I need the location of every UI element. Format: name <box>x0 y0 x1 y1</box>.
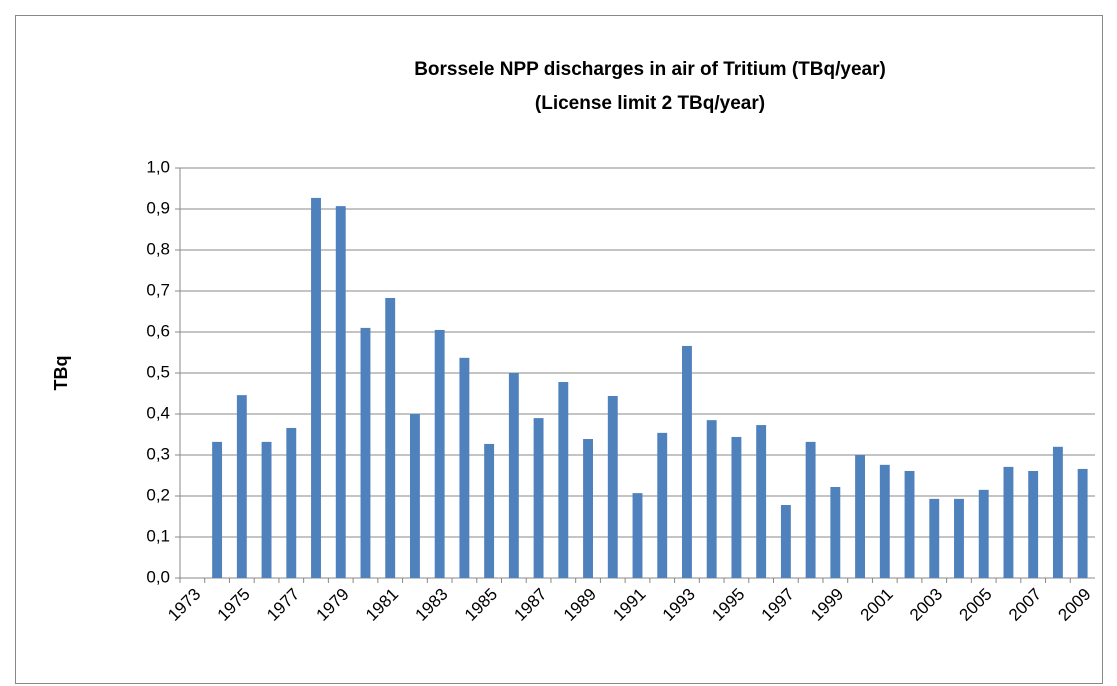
bar <box>360 327 371 578</box>
bar <box>236 395 247 578</box>
y-axis-title: TBq <box>51 356 71 391</box>
bar <box>212 441 223 578</box>
bar <box>261 441 272 578</box>
bar <box>286 427 297 578</box>
y-tick-label: 0,1 <box>146 526 170 545</box>
y-tick-label: 0,5 <box>146 362 170 381</box>
y-tick-label: 0,7 <box>146 280 170 299</box>
bar <box>632 493 643 578</box>
bar <box>929 498 940 578</box>
bar <box>385 297 396 578</box>
bar <box>855 455 866 578</box>
bar <box>1077 468 1088 578</box>
bar <box>1052 446 1063 578</box>
bar <box>780 505 791 578</box>
y-tick-label: 0,9 <box>146 198 170 217</box>
bar <box>1028 470 1039 578</box>
y-tick-label: 0,3 <box>146 444 170 463</box>
bar <box>508 373 519 578</box>
bar <box>335 206 346 578</box>
y-tick-label: 1,0 <box>146 157 170 176</box>
y-tick-label: 0,4 <box>146 403 170 422</box>
y-tick-label: 0,2 <box>146 485 170 504</box>
bar <box>607 395 618 578</box>
bar <box>1003 466 1014 578</box>
bar <box>978 489 989 578</box>
bar <box>409 414 420 578</box>
bar <box>879 464 890 578</box>
bar <box>954 498 964 578</box>
bar <box>731 436 742 578</box>
bar <box>682 345 692 578</box>
bar <box>434 329 445 578</box>
bar <box>657 432 668 578</box>
y-tick-label: 0,8 <box>146 239 170 258</box>
chart-frame <box>15 15 1103 684</box>
bar <box>459 357 470 578</box>
chart-subtitle: (License limit 2 TBq/year) <box>535 93 765 114</box>
bar <box>706 420 717 578</box>
bar <box>484 443 495 578</box>
bar <box>830 486 841 578</box>
y-tick-label: 0,0 <box>146 567 170 586</box>
bar <box>904 470 915 578</box>
y-tick-label: 0,6 <box>146 321 170 340</box>
bar <box>558 382 569 578</box>
bar <box>756 425 767 578</box>
bar <box>311 197 321 578</box>
bar <box>533 418 544 578</box>
bar <box>805 441 816 578</box>
chart-title: Borssele NPP discharges in air of Tritiu… <box>414 59 886 80</box>
bar <box>583 439 593 578</box>
